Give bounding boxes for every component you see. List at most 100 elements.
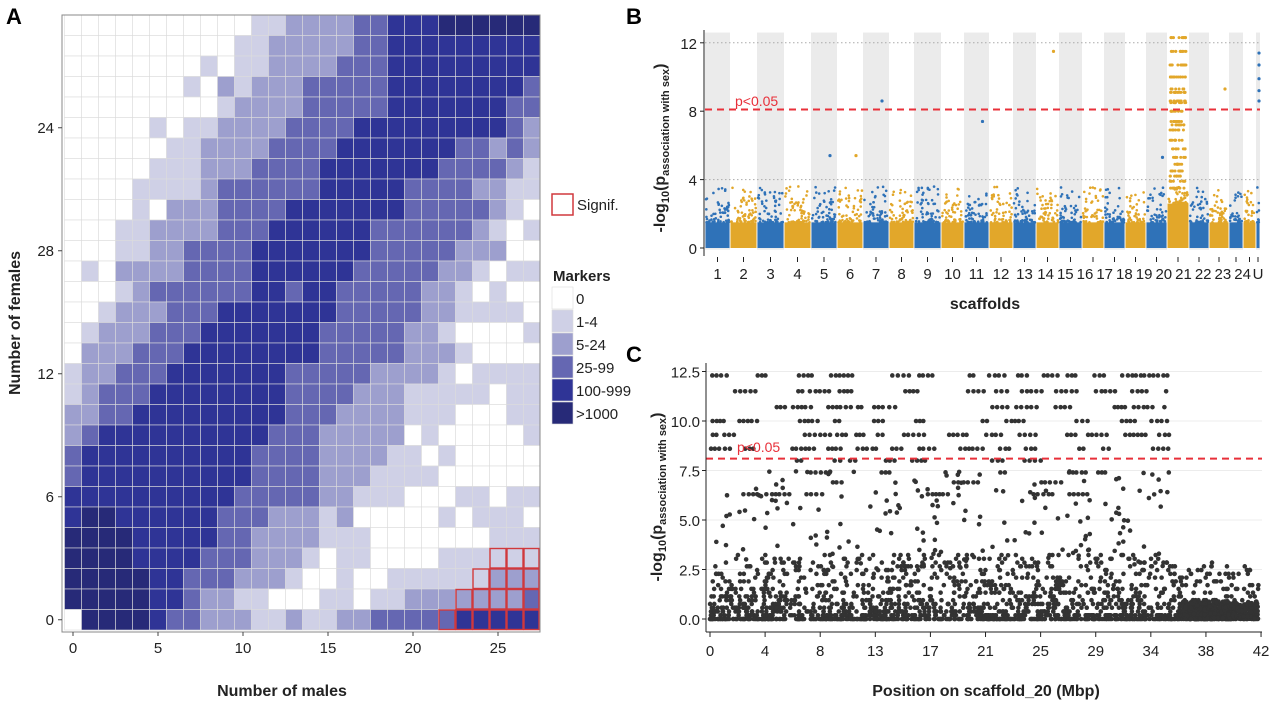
heatmap-cell — [268, 465, 286, 487]
heatmap-cell — [98, 240, 116, 262]
heatmap-cell — [523, 506, 541, 528]
data-point — [1079, 470, 1085, 475]
data-point — [1233, 586, 1239, 592]
data-point — [898, 219, 901, 222]
heatmap-cell — [81, 547, 99, 569]
data-point — [743, 190, 747, 193]
x-tick-label: 17 — [1096, 266, 1113, 283]
data-point — [750, 214, 754, 217]
data-point — [1158, 504, 1164, 509]
data-point — [957, 188, 960, 191]
data-point — [813, 491, 819, 497]
data-point — [810, 217, 814, 220]
data-point — [763, 220, 767, 224]
data-point — [773, 482, 779, 487]
data-point — [1032, 495, 1038, 501]
data-point — [993, 185, 996, 189]
data-point — [1156, 477, 1161, 482]
data-point — [956, 194, 959, 197]
heatmap-cell — [472, 281, 490, 303]
data-point — [1149, 418, 1154, 424]
heatmap-cell — [489, 14, 507, 36]
data-point — [815, 594, 821, 599]
data-point — [997, 212, 1001, 215]
heatmap-cell — [166, 547, 184, 569]
data-point — [995, 210, 998, 214]
heatmap-cell — [438, 568, 456, 590]
data-point — [891, 193, 895, 197]
heatmap-cell — [115, 609, 133, 631]
data-point — [1083, 470, 1088, 475]
x-tick-label: 23 — [1215, 266, 1232, 283]
heatmap-cell — [523, 219, 541, 241]
data-point — [712, 191, 715, 195]
data-point — [915, 567, 921, 573]
data-point — [990, 404, 995, 410]
data-point — [920, 446, 926, 452]
heatmap-cell — [455, 96, 473, 118]
heatmap-cell — [336, 363, 354, 385]
scaffold-band — [1256, 32, 1260, 250]
heatmap-cell — [302, 465, 320, 487]
data-point — [934, 215, 937, 219]
data-point — [1239, 597, 1245, 603]
heatmap-cell — [149, 342, 167, 364]
data-point — [1108, 215, 1111, 219]
data-point — [1048, 590, 1054, 595]
data-point — [1136, 404, 1141, 410]
data-point — [1018, 590, 1024, 595]
data-point — [1129, 609, 1135, 614]
heatmap-cell — [404, 322, 422, 344]
heatmap-cell — [489, 342, 507, 364]
data-point — [743, 609, 749, 614]
data-point — [961, 601, 967, 607]
data-point — [1201, 564, 1207, 569]
heatmap-cell — [472, 76, 490, 98]
data-point — [814, 571, 819, 577]
heatmap-cell — [438, 117, 456, 139]
data-point — [985, 211, 988, 215]
data-point — [773, 491, 779, 497]
heatmap-cell — [438, 35, 456, 57]
data-point — [855, 582, 861, 588]
data-point — [1249, 200, 1253, 204]
data-point — [1159, 575, 1164, 580]
data-point — [1237, 214, 1240, 217]
data-point — [705, 215, 708, 219]
heatmap-cell — [251, 424, 269, 446]
data-point — [769, 497, 775, 503]
heatmap-cell — [319, 383, 337, 405]
data-point — [995, 220, 999, 224]
data-point — [876, 219, 880, 222]
data-point — [1012, 418, 1018, 424]
data-point — [892, 458, 897, 463]
data-point — [724, 493, 730, 498]
data-point — [1137, 601, 1143, 607]
data-point — [723, 542, 729, 548]
heatmap-cell — [149, 383, 167, 405]
heatmap-cell — [472, 383, 490, 405]
data-point — [718, 211, 722, 214]
heatmap-cell — [285, 383, 303, 405]
heatmap-cell — [489, 219, 507, 241]
data-point — [1164, 560, 1170, 565]
heatmap-cell — [251, 527, 269, 549]
data-point — [1247, 218, 1250, 222]
heatmap-cell — [472, 219, 490, 241]
data-point — [1029, 564, 1035, 569]
data-point — [950, 206, 954, 209]
data-point — [1045, 609, 1051, 614]
data-point — [1042, 217, 1046, 220]
data-point — [946, 432, 952, 438]
data-point — [820, 612, 826, 618]
data-point — [755, 571, 761, 577]
data-point — [824, 535, 830, 540]
heatmap-cell — [285, 281, 303, 303]
data-point — [1039, 389, 1044, 394]
data-point — [863, 597, 869, 603]
heatmap-cell — [200, 424, 218, 446]
data-point — [974, 213, 977, 216]
heatmap-cell — [166, 527, 184, 549]
data-point — [780, 191, 784, 195]
heatmap-cell — [98, 158, 116, 180]
